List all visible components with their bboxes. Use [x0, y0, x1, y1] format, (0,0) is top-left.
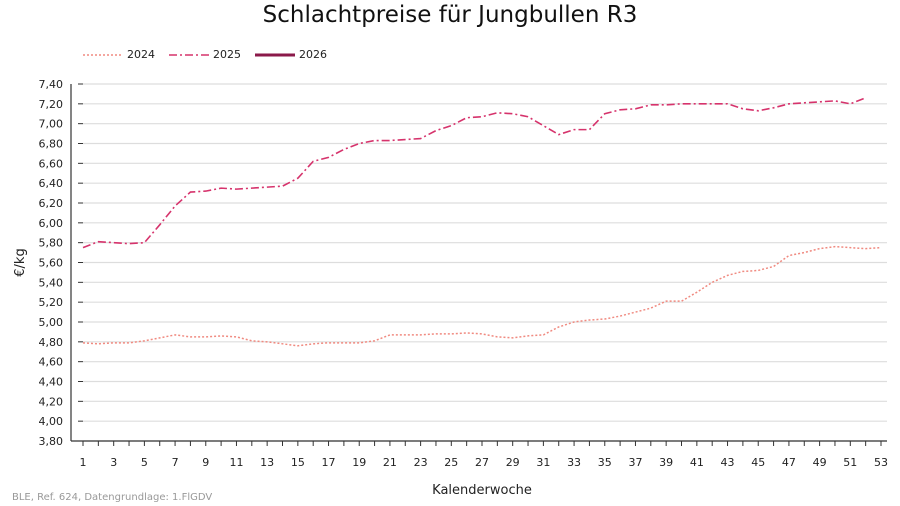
y-tick-label: 4,00 — [39, 415, 64, 428]
y-tick-label: 6,20 — [39, 197, 64, 210]
y-tick-label: 4,60 — [39, 356, 64, 369]
legend: 2024 2025 2026 — [83, 48, 327, 61]
y-tick-label: 6,60 — [39, 157, 64, 170]
x-tick-label: 11 — [229, 456, 243, 469]
x-tick-label: 13 — [260, 456, 274, 469]
legend-swatch — [169, 53, 209, 56]
x-tick-label: 9 — [202, 456, 209, 469]
y-axis-label: €/kg — [13, 248, 28, 276]
y-tick-label: 5,60 — [39, 257, 64, 270]
x-tick-label: 23 — [414, 456, 428, 469]
x-tick-label: 33 — [567, 456, 581, 469]
y-tick-label: 7,00 — [39, 118, 64, 131]
x-tick-label: 1 — [80, 456, 87, 469]
legend-swatch — [255, 53, 295, 56]
source-note: BLE, Ref. 624, Datengrundlage: 1.FlGDV — [12, 492, 213, 503]
x-tick-label: 27 — [475, 456, 489, 469]
x-tick-label: 3 — [110, 456, 117, 469]
x-tick-label: 53 — [874, 456, 888, 469]
chart-title: Schlachtpreise für Jungbullen R3 — [262, 2, 638, 28]
x-tick-label: 7 — [172, 456, 179, 469]
x-axis-label: Kalenderwoche — [432, 483, 532, 498]
y-tick-label: 5,80 — [39, 237, 64, 250]
y-tick-label: 6,00 — [39, 217, 64, 230]
y-tick-label: 6,80 — [39, 138, 64, 151]
legend-swatch — [83, 53, 123, 56]
legend-item-2026: 2026 — [255, 48, 327, 61]
y-tick-label: 5,40 — [39, 276, 64, 289]
x-tick-label: 45 — [751, 456, 765, 469]
y-tick-label: 6,40 — [39, 177, 64, 190]
legend-label: 2024 — [127, 48, 155, 61]
series-line-2024 — [82, 245, 882, 347]
y-tick-label: 3,80 — [39, 435, 64, 448]
x-tick-label: 43 — [721, 456, 735, 469]
y-tick-label: 4,80 — [39, 336, 64, 349]
x-tick-label: 51 — [843, 456, 857, 469]
x-tick-label: 39 — [659, 456, 673, 469]
x-tick-label: 35 — [598, 456, 612, 469]
legend-item-2025: 2025 — [169, 48, 241, 61]
x-tick-label: 15 — [291, 456, 305, 469]
x-tick-label: 5 — [141, 456, 148, 469]
x-tick-label: 17 — [322, 456, 336, 469]
x-tick-label: 31 — [536, 456, 550, 469]
x-tick-label: 29 — [506, 456, 520, 469]
legend-label: 2026 — [299, 48, 327, 61]
y-tick-label: 7,40 — [39, 78, 64, 91]
y-tick-label: 4,40 — [39, 376, 64, 389]
legend-label: 2025 — [213, 48, 241, 61]
x-tick-label: 21 — [383, 456, 397, 469]
y-tick-label: 7,20 — [39, 98, 64, 111]
x-tick-label: 37 — [628, 456, 642, 469]
y-tick-label: 5,00 — [39, 316, 64, 329]
x-tick-label: 25 — [444, 456, 458, 469]
x-tick-label: 49 — [813, 456, 827, 469]
legend-item-2024: 2024 — [83, 48, 155, 61]
x-tick-label: 47 — [782, 456, 796, 469]
y-tick-label: 4,20 — [39, 395, 64, 408]
x-tick-label: 41 — [690, 456, 704, 469]
series-line-2025 — [82, 97, 866, 249]
y-tick-label: 5,20 — [39, 296, 64, 309]
x-tick-label: 19 — [352, 456, 366, 469]
